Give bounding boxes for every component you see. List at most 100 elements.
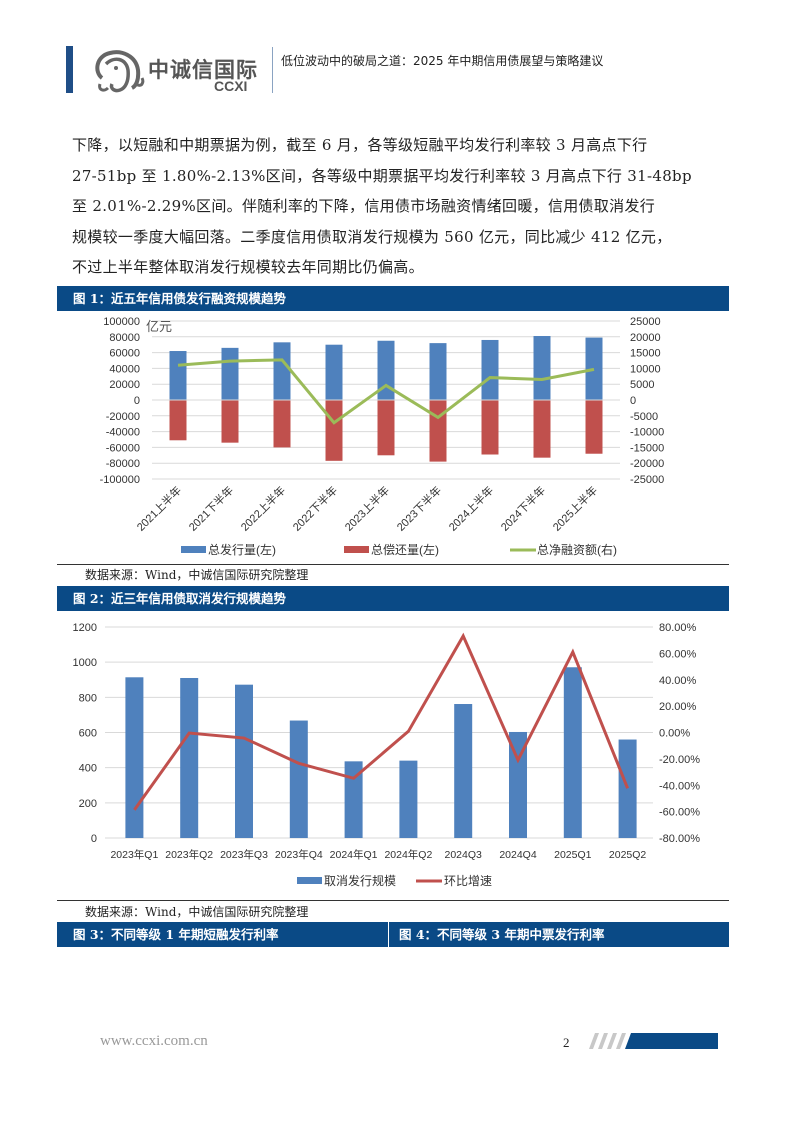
- figure-2-bottom-rule: [57, 900, 729, 901]
- body-line: 下降，以短融和中期票据为例，截至 6 月，各等级短融平均发行利率较 3 月高点下…: [72, 136, 648, 154]
- cancelled-issuance-bar: [509, 731, 527, 838]
- y-right-tick: 5000: [630, 379, 654, 391]
- ccxi-logo: 中诚信国际 CCXI: [92, 48, 262, 94]
- figure-1-chart: 100000 80000 60000 40000 20000 0 -20000 -40000-…: [57, 311, 729, 564]
- figure-1-bottom-rule: [57, 564, 729, 565]
- figure-2-source: 数据来源：Wind，中诚信国际研究院整理: [85, 905, 309, 919]
- page-number: 2: [563, 1035, 570, 1050]
- x-axis-label: 2024年Q1: [330, 848, 378, 861]
- y-right-tick: -5000: [630, 411, 658, 423]
- x-axis-label: 2023年Q2: [165, 848, 213, 861]
- y-right-tick: 0.00%: [659, 728, 690, 740]
- x-axis-label: 2025Q1: [554, 849, 592, 861]
- x-axis-label: 2024Q4: [499, 849, 537, 861]
- body-line: 至 2.01%-2.29%区间。伴随利率的下降，信用债市场融资情绪回暖，信用债取…: [72, 197, 656, 215]
- y-left-tick: 600: [79, 728, 97, 740]
- repayment-bar: [533, 400, 551, 458]
- y-right-tick: -15000: [630, 442, 664, 454]
- net-financing-line: [177, 358, 595, 425]
- cancelled-issuance-bar: [289, 720, 308, 838]
- report-title: 低位波动中的破局之道：2025 年中期信用债展望与策略建议: [281, 54, 604, 68]
- y-left-tick: -100000: [100, 474, 140, 486]
- y-left-tick: 400: [79, 763, 97, 775]
- x-axis-label: 2023下半年: [394, 483, 445, 534]
- x-axis-label: 2025Q2: [609, 849, 647, 861]
- x-axis-label: 2025上半年: [550, 483, 601, 534]
- y-right-tick: -10000: [630, 427, 664, 439]
- issuance-bar: [273, 342, 291, 400]
- y-left-tick: 20000: [109, 379, 140, 391]
- issuance-bar: [377, 340, 395, 400]
- repayment-bar: [481, 400, 499, 455]
- repayment-bar: [273, 400, 291, 448]
- header-accent-bar: [66, 46, 73, 93]
- qoq-growth-line: [133, 632, 629, 811]
- y-right-tick: -80.00%: [659, 833, 700, 845]
- cancelled-issuance-bar: [454, 704, 473, 838]
- figure-2-chart: 1200 1000 800 600 400 200 0 80.00% 60.00% 40.00% 2…: [57, 611, 729, 901]
- issuance-bar: [429, 343, 447, 400]
- y-right-tick: 20.00%: [659, 701, 697, 713]
- y-right-tick: 15000: [630, 348, 661, 360]
- legend-cancelled-swatch: [297, 877, 322, 884]
- footer-website-link[interactable]: www.ccxi.com.cn: [100, 1033, 208, 1049]
- cancelled-issuance-bar: [235, 684, 253, 838]
- figure-4-title: 图 4：不同等级 3 年期中票发行利率: [389, 922, 729, 947]
- issuance-bar: [585, 337, 603, 400]
- y-left-tick: -40000: [106, 427, 140, 439]
- y-left-tick: 0: [91, 833, 97, 845]
- repayment-bar: [169, 400, 187, 441]
- x-axis-label: 2021下半年: [186, 483, 237, 534]
- x-axis-label: 2023上半年: [342, 483, 393, 534]
- y-left-tick: 1000: [73, 657, 97, 669]
- y-left-tick: 1200: [73, 622, 97, 634]
- y-left-tick: 0: [134, 395, 140, 407]
- repayment-bar: [585, 400, 603, 454]
- elephant-logo-icon: [95, 50, 145, 93]
- financing-trend-chart: 100000800006000040000200000-20000-40000-…: [100, 316, 665, 557]
- issuance-bar: [481, 339, 499, 400]
- y-right-tick: -20000: [630, 458, 664, 470]
- body-line: 27-51bp 至 1.80%-2.13%区间，各等级中期票据平均发行利率较 3…: [72, 166, 692, 185]
- body-line: 规模较一季度大幅回落。二季度信用债取消发行规模为 560 亿元，同比减少 412…: [72, 227, 672, 246]
- y-right-tick: 10000: [630, 363, 661, 375]
- cancelled-issuance-bar: [344, 761, 363, 838]
- y-left-tick: 80000: [109, 332, 140, 344]
- cancelled-issuance-bar: [125, 677, 144, 838]
- body-paragraph: 下降，以短融和中期票据为例，截至 6 月，各等级短融平均发行利率较 3 月高点下…: [72, 130, 732, 283]
- logo-english-name: CCXI: [214, 78, 248, 94]
- repayment-bar: [377, 400, 395, 456]
- x-axis-label: 2021上半年: [134, 483, 185, 534]
- y-right-tick: -20.00%: [659, 754, 700, 766]
- x-axis-label: 2024年Q2: [384, 848, 432, 861]
- header-separator: [272, 47, 273, 93]
- y-left-tick: 100000: [103, 316, 140, 328]
- legend-repayment-label: 总偿还量(左): [371, 542, 439, 557]
- body-line: 不过上半年整体取消发行规模较去年同期比仍偏高。: [72, 258, 424, 276]
- legend-repayment-swatch: [344, 546, 369, 553]
- y-right-tick: -60.00%: [659, 807, 700, 819]
- issuance-bar: [533, 336, 551, 400]
- figure-2-title: 图 2：近三年信用债取消发行规模趋势: [57, 586, 729, 611]
- y-right-tick: 25000: [630, 316, 661, 328]
- y-right-tick: 0: [630, 395, 636, 407]
- footer-stripe-decoration: [589, 1033, 718, 1049]
- legend-issuance-swatch: [181, 546, 206, 553]
- x-axis-label: 2024下半年: [498, 483, 549, 534]
- repayment-bar: [221, 400, 239, 443]
- cancelled-issuance-chart: 1200 1000 800 600 400 200 0 80.00% 60.00% 40.00% 2…: [73, 622, 701, 888]
- cancelled-issuance-bar: [618, 739, 637, 838]
- y-right-tick: -40.00%: [659, 780, 700, 792]
- legend-net-label: 总净融资额(右): [537, 542, 617, 557]
- repayment-bar: [325, 400, 343, 461]
- y-left-tick: 60000: [109, 348, 140, 360]
- legend-issuance-label: 总发行量(左): [208, 542, 276, 557]
- y-left-tick: -20000: [106, 411, 140, 423]
- y-right-tick: 60.00%: [659, 648, 697, 660]
- figure-3-title: 图 3：不同等级 1 年期短融发行利率: [57, 922, 389, 947]
- figure-1-source: 数据来源：Wind，中诚信国际研究院整理: [85, 568, 309, 582]
- y-right-tick: 40.00%: [659, 675, 697, 687]
- legend-growth-label: 环比增速: [444, 874, 492, 888]
- x-axis-label: 2023年Q3: [220, 848, 268, 861]
- x-axis-label: 2024上半年: [446, 483, 497, 534]
